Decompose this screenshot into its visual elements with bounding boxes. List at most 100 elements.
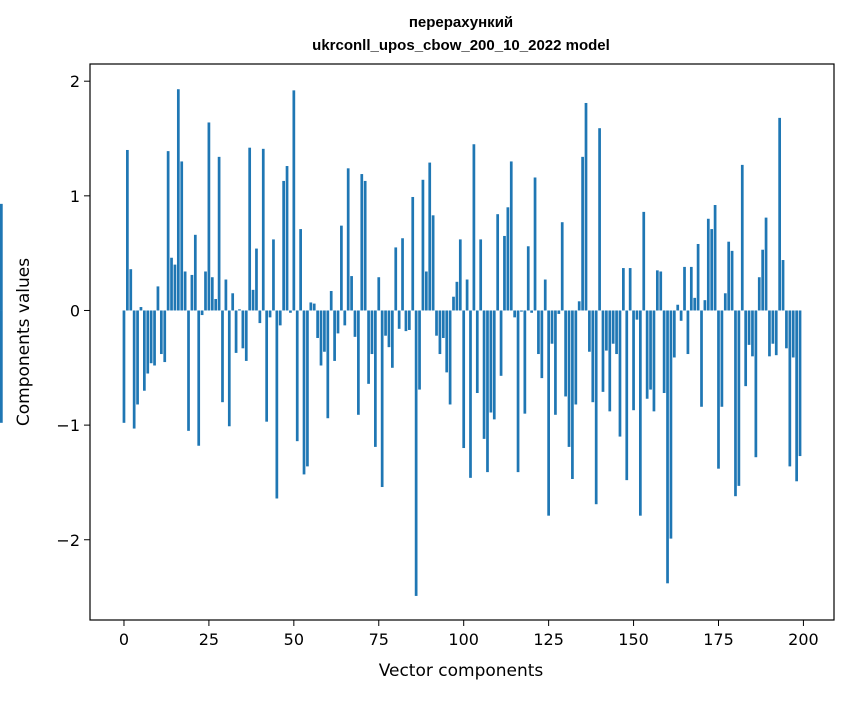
bar-component-62 xyxy=(333,310,336,361)
bar-component-99 xyxy=(458,239,462,311)
bar-component-38 xyxy=(251,289,255,311)
bar-component-4 xyxy=(136,310,139,405)
chart-subtitle: ukrconll_upos_cbow_200_10_2022 model xyxy=(312,37,610,54)
bar-component-141 xyxy=(601,310,605,392)
y-axis-ticks: −2 −1 0 1 2 xyxy=(56,72,90,550)
bar-component-162 xyxy=(672,310,676,358)
bar-component-126 xyxy=(550,310,554,344)
bar-component-39 xyxy=(255,248,258,311)
bar-component-undefined xyxy=(0,203,3,311)
bar-component-66 xyxy=(346,168,350,311)
bar-component-89 xyxy=(424,271,428,311)
bar-component-76 xyxy=(380,310,384,488)
y-tick-label: 0 xyxy=(70,301,80,320)
bar-component-138 xyxy=(591,310,595,403)
bar-component-57 xyxy=(316,310,319,338)
bar-component-14 xyxy=(170,257,173,311)
bar-component-46 xyxy=(278,310,282,326)
bar-component-151 xyxy=(635,310,639,320)
bar-component-97 xyxy=(452,296,455,311)
bar-component-165 xyxy=(683,266,686,311)
bar-component-60 xyxy=(326,310,330,419)
bar-component-106 xyxy=(482,310,486,439)
bar-component-103 xyxy=(472,144,476,311)
bar-component-171 xyxy=(703,300,707,311)
bar-component-104 xyxy=(475,310,479,394)
bar-component-170 xyxy=(700,310,703,407)
bar-component-19 xyxy=(187,310,190,431)
bar-component-75 xyxy=(377,277,381,311)
bar-component-185 xyxy=(751,310,754,357)
bar-component-197 xyxy=(791,310,795,358)
bar-component-101 xyxy=(465,279,469,311)
bar-component-166 xyxy=(686,310,690,355)
bar-component-34 xyxy=(238,309,241,311)
bar-component-160 xyxy=(666,310,669,584)
bar-component-67 xyxy=(350,276,353,311)
bar-component-10 xyxy=(156,286,160,311)
bar-component-32 xyxy=(231,293,235,311)
bar-component-35 xyxy=(241,310,245,349)
bar-component-189 xyxy=(764,217,768,311)
bar-component-176 xyxy=(720,310,724,407)
bar-component-0 xyxy=(122,310,126,423)
bar-component-54 xyxy=(306,310,309,467)
bar-component-113 xyxy=(506,207,510,311)
bar-component-33 xyxy=(234,310,238,353)
bar-component-40 xyxy=(258,310,262,324)
bar-component-29 xyxy=(221,310,224,403)
bar-component-64 xyxy=(340,225,343,311)
bar-component-121 xyxy=(533,177,537,311)
bar-component-8 xyxy=(149,310,153,364)
x-axis-ticks: 0 25 50 75 100 125 150 175 200 xyxy=(119,620,819,649)
bar-component-50 xyxy=(292,90,296,311)
bar-component-73 xyxy=(370,310,374,355)
bar-component-115 xyxy=(513,310,517,318)
bar-component-15 xyxy=(173,264,177,311)
bar-component-83 xyxy=(404,310,408,332)
bar-component-36 xyxy=(244,310,248,361)
bar-component-108 xyxy=(489,310,493,413)
x-tick-label: 100 xyxy=(448,630,479,649)
bar-component-168 xyxy=(693,297,697,311)
bar-component-135 xyxy=(581,156,584,311)
bar-component-180 xyxy=(734,310,737,497)
bar-component-63 xyxy=(336,310,340,334)
bar-component-152 xyxy=(638,310,642,516)
bar-component-79 xyxy=(390,310,394,368)
bar-component-163 xyxy=(676,304,680,311)
x-tick-label: 150 xyxy=(618,630,649,649)
bar-component-147 xyxy=(622,268,625,311)
bar-component-123 xyxy=(540,310,544,379)
bar-component-157 xyxy=(655,270,659,311)
bar-component-11 xyxy=(159,310,163,355)
bar-component-140 xyxy=(598,128,601,311)
x-tick-label: 175 xyxy=(703,630,734,649)
bar-component-131 xyxy=(567,310,571,447)
bar-component-193 xyxy=(778,117,782,311)
bar-component-118 xyxy=(523,310,527,414)
bar-component-93 xyxy=(438,310,442,355)
bar-component-114 xyxy=(509,161,513,311)
bar-component-127 xyxy=(554,310,557,415)
chart-title: перерахункий xyxy=(409,14,513,31)
bar-component-117 xyxy=(520,310,523,312)
bar-component-86 xyxy=(414,310,418,596)
bar-component-164 xyxy=(679,310,683,321)
bar-component-70 xyxy=(360,174,364,311)
bar-component-102 xyxy=(469,310,472,478)
bar-component-56 xyxy=(312,303,316,311)
bar-component-155 xyxy=(649,310,652,390)
bar-component-139 xyxy=(594,310,598,505)
bar-component-116 xyxy=(516,310,520,473)
bar-component-134 xyxy=(577,301,581,311)
bar-component-28 xyxy=(217,156,221,311)
bar-component-153 xyxy=(642,211,646,311)
bar-component-51 xyxy=(295,310,299,442)
bar-component-31 xyxy=(227,310,231,427)
bar-component-6 xyxy=(142,310,146,391)
bar-component-23 xyxy=(200,310,204,316)
bar-component-110 xyxy=(496,214,500,311)
bar-component-122 xyxy=(537,310,540,355)
